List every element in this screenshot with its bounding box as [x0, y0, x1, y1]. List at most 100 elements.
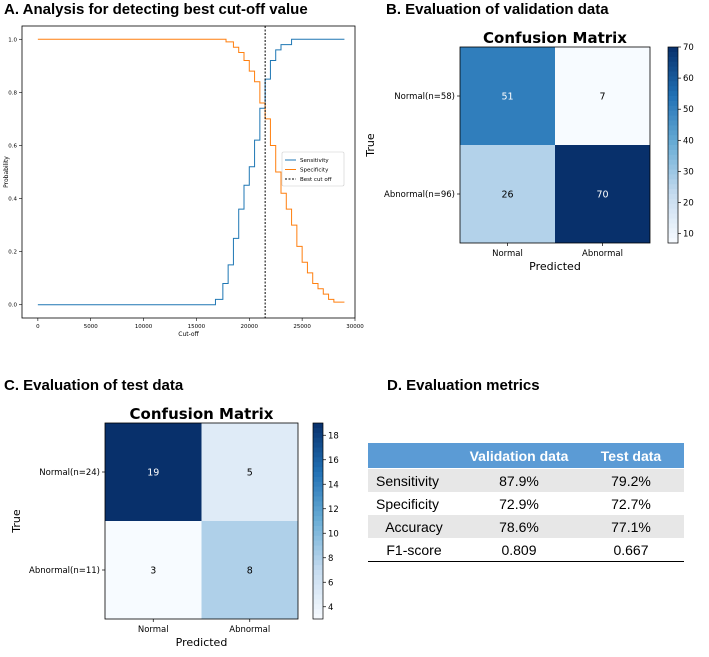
colorbar-segment [668, 115, 678, 121]
panel-b-title: B. Evaluation of validation data [386, 1, 609, 18]
colorbar-segment [668, 218, 678, 224]
panel-a-title: A. Analysis for detecting best cut-off v… [4, 1, 308, 18]
colorbar-segment [313, 462, 323, 468]
colorbar-segment [313, 574, 323, 581]
colorbar-segment [668, 184, 678, 190]
colorbar-segment [313, 535, 323, 542]
colorbar-segment [313, 614, 323, 620]
matrix-title: Confusion Matrix [130, 405, 274, 423]
colorbar-segment [313, 432, 323, 439]
y-tick-label: 0.2 [8, 250, 17, 256]
colorbar-segment [668, 140, 678, 146]
colorbar-segment [668, 228, 678, 234]
row-label: Normal(n=58) [394, 92, 455, 102]
colorbar-segment [313, 570, 323, 576]
colorbar-tick-label: 30 [683, 167, 694, 177]
colorbar-segment [668, 233, 678, 239]
matrix-cell [460, 47, 555, 145]
metrics-row-accuracy: Accuracy 78.6% 77.1% [368, 515, 684, 538]
colorbar-segment [668, 76, 678, 82]
colorbar-segment [668, 159, 678, 166]
metrics-header-validation: Validation data [460, 443, 578, 469]
colorbar-tick-label: 40 [683, 136, 694, 146]
colorbar-tick-label: 16 [328, 456, 339, 466]
matrix-title: Confusion Matrix [483, 29, 627, 47]
y-tick-label: 0.0 [8, 303, 17, 309]
colorbar-tick-label: 4 [328, 603, 333, 613]
colorbar-segment [668, 130, 678, 136]
colorbar-segment [313, 594, 323, 600]
matrix-cell [555, 145, 650, 243]
x-tick-label: 10000 [135, 324, 153, 330]
colorbar-segment [313, 476, 323, 483]
cell-value: 19 [147, 468, 159, 479]
col-label: Abnormal [229, 625, 270, 635]
colorbar-segment [668, 96, 678, 102]
metric-name: Specificity [368, 492, 460, 515]
colorbar-segment [313, 550, 323, 556]
colorbar-segment [313, 481, 323, 488]
colorbar-segment [668, 51, 678, 58]
y-tick-label: 0.6 [8, 143, 17, 149]
x-tick-label: 30000 [346, 324, 364, 330]
colorbar-segment [313, 447, 323, 453]
colorbar-tick-label: 50 [683, 105, 694, 115]
y-tick-label: 1.0 [8, 37, 17, 43]
colorbar-segment [668, 86, 678, 92]
colorbar-segment [668, 81, 678, 87]
colorbar-segment [313, 501, 323, 507]
colorbar-segment [668, 223, 678, 229]
metrics-row-sensitivity: Sensitivity 87.9% 79.2% [368, 468, 684, 492]
colorbar-segment [668, 213, 678, 219]
x-tick-label: 0 [36, 324, 40, 330]
specificity-line [37, 38, 345, 303]
x-tick-label: 15000 [188, 324, 206, 330]
colorbar-segment [668, 120, 678, 126]
metric-validation-value: 87.9% [460, 468, 578, 492]
metrics-row-f1-score: F1-score 0.809 0.667 [368, 538, 684, 562]
cell-value: 26 [501, 190, 513, 201]
colorbar-segment [668, 198, 678, 205]
row-label: Abnormal(n=96) [384, 190, 455, 200]
cell-value: 7 [599, 92, 605, 103]
colorbar-tick-label: 20 [683, 199, 694, 209]
colorbar-tick-label: 12 [328, 505, 339, 515]
y-axis-label: Probability [3, 156, 10, 188]
col-label: Normal [138, 625, 169, 635]
colorbar-segment [668, 189, 678, 195]
legend-label: Specificity [300, 168, 329, 174]
colorbar-segment [313, 609, 323, 615]
x-tick-label: 5000 [84, 324, 98, 330]
colorbar-tick-label: 8 [328, 554, 333, 564]
colorbar-segment [668, 56, 678, 63]
y-tick-label: 0.8 [8, 90, 17, 96]
colorbar-segment [313, 545, 323, 551]
colorbar-tick-label: 60 [683, 74, 694, 84]
colorbar-tick-label: 10 [328, 529, 339, 539]
metrics-header-test: Test data [578, 443, 684, 469]
col-label: Abnormal [582, 249, 623, 259]
colorbar-segment [668, 61, 678, 68]
colorbar-segment [668, 105, 678, 112]
colorbar-segment [313, 511, 323, 517]
matrix-cell [460, 145, 555, 243]
matrix-cell [201, 423, 298, 521]
colorbar-segment [313, 604, 323, 610]
y-axis-label: True [10, 509, 23, 534]
col-label: Normal [492, 249, 523, 259]
colorbar-segment [668, 91, 678, 97]
metric-name: F1-score [368, 538, 460, 562]
row-label: Abnormal(n=11) [29, 566, 100, 576]
colorbar-segment [668, 203, 678, 210]
y-axis-label: True [364, 133, 377, 158]
cell-value: 8 [247, 566, 253, 577]
metrics-header-blank [368, 443, 460, 469]
colorbar-segment [313, 442, 323, 448]
colorbar-segment [313, 452, 323, 458]
colorbar-segment [313, 457, 323, 463]
colorbar-frame [667, 46, 679, 244]
metric-test-value: 0.667 [578, 538, 684, 562]
x-tick-label: 25000 [293, 324, 311, 330]
